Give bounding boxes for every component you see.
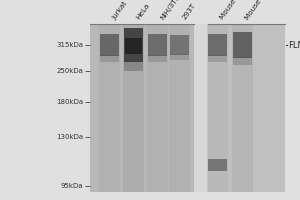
Bar: [208, 24, 285, 192]
Bar: [207, 24, 228, 192]
Bar: [208, 55, 227, 62]
Bar: [124, 28, 143, 62]
Text: Mouse liver: Mouse liver: [219, 0, 248, 21]
Bar: [208, 34, 227, 56]
Bar: [232, 24, 253, 192]
Text: HeLa: HeLa: [135, 3, 151, 21]
Bar: [99, 24, 120, 192]
Bar: [208, 159, 227, 171]
Text: 293T: 293T: [181, 3, 196, 21]
Bar: [90, 24, 194, 192]
Bar: [100, 55, 119, 62]
Bar: [194, 24, 208, 192]
Bar: [169, 24, 190, 192]
Bar: [124, 60, 143, 71]
Text: Jurkat: Jurkat: [111, 0, 128, 21]
Bar: [170, 35, 189, 55]
Text: 180kDa: 180kDa: [56, 99, 83, 105]
Text: 315kDa: 315kDa: [56, 42, 83, 48]
Bar: [233, 32, 252, 58]
Bar: [123, 24, 144, 192]
Text: 95kDa: 95kDa: [61, 183, 83, 189]
Bar: [147, 24, 168, 192]
Bar: [148, 34, 167, 56]
Text: 130kDa: 130kDa: [56, 134, 83, 140]
Bar: [100, 34, 119, 56]
Bar: [233, 57, 252, 64]
Bar: [125, 38, 142, 53]
Text: NIH/3T3: NIH/3T3: [159, 0, 181, 21]
Text: 250kDa: 250kDa: [56, 68, 83, 74]
Text: FLNA: FLNA: [288, 40, 300, 49]
Bar: [148, 55, 167, 62]
Text: Mouse lung: Mouse lung: [244, 0, 273, 21]
Bar: [170, 54, 189, 60]
